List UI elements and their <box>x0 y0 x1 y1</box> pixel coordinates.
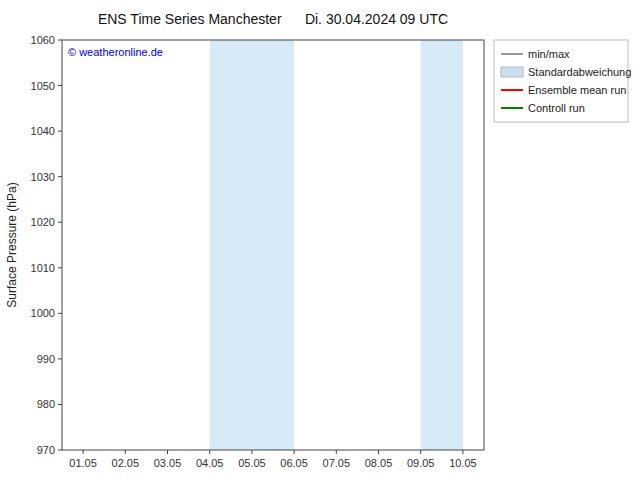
y-tick-label: 1030 <box>31 171 55 183</box>
chart: 970 980 990 1000 1010 1020 1030 1040 1050 1060 01.… <box>0 0 634 490</box>
y-tick-label: 1020 <box>31 216 55 228</box>
x-tick-label: 06.05 <box>280 457 308 469</box>
x-tick-label: 02.05 <box>112 457 140 469</box>
x-tick-label: 01.05 <box>69 457 97 469</box>
y-tick <box>58 85 62 86</box>
legend-swatch <box>501 89 523 91</box>
y-tick <box>58 267 62 268</box>
annotation: © weatheronline.de <box>68 46 163 58</box>
x-tick <box>209 450 210 454</box>
plot-area <box>210 40 463 450</box>
x-tick-label: 10.05 <box>449 457 477 469</box>
y-axis-label: Surface Pressure (hPa) <box>5 182 19 307</box>
legend-swatch <box>501 53 523 55</box>
y-tick-label: 1040 <box>31 125 55 137</box>
plot-background <box>62 40 484 450</box>
y-tick <box>58 176 62 177</box>
y-tick-label: 1010 <box>31 262 55 274</box>
legend-label: min/max <box>528 48 570 60</box>
legend-label: Standardabweichung <box>528 66 631 78</box>
legend-label: Ensemble mean run <box>528 84 626 96</box>
x-tick <box>167 450 168 454</box>
x-tick <box>378 450 379 454</box>
y-tick-label: 1000 <box>31 307 55 319</box>
y-tick-label: 980 <box>37 398 55 410</box>
y-tick <box>58 131 62 132</box>
y-tick <box>58 222 62 223</box>
shaded-band <box>421 40 463 450</box>
legend: min/max Standardabweichung Ensemble mean r… <box>494 40 631 122</box>
x-tick <box>125 450 126 454</box>
legend-swatch <box>501 67 523 77</box>
x-tick <box>251 450 252 454</box>
y-tick-label: 1060 <box>31 34 55 46</box>
x-tick <box>462 450 463 454</box>
y-tick <box>58 358 62 359</box>
x-tick <box>294 450 295 454</box>
x-tick <box>83 450 84 454</box>
legend-frame <box>494 40 628 122</box>
x-tick <box>420 450 421 454</box>
x-tick-label: 03.05 <box>154 457 182 469</box>
x-tick-label: 09.05 <box>407 457 435 469</box>
y-tick-label: 1050 <box>31 80 55 92</box>
y-tick <box>58 404 62 405</box>
y-tick-label: 990 <box>37 353 55 365</box>
x-tick <box>336 450 337 454</box>
y-tick-label: 970 <box>37 444 55 456</box>
x-tick-label: 04.05 <box>196 457 224 469</box>
x-tick-label: 07.05 <box>323 457 351 469</box>
x-tick-label: 08.05 <box>365 457 393 469</box>
x-tick-label: 05.05 <box>238 457 266 469</box>
plot-frame <box>62 40 484 450</box>
legend-swatch <box>501 107 523 109</box>
y-tick <box>58 313 62 314</box>
y-tick <box>58 450 62 451</box>
y-tick <box>58 40 62 41</box>
title: ENS Time Series Manchester Di. 30.04.202… <box>98 11 448 27</box>
shaded-band <box>210 40 294 450</box>
legend-label: Controll run <box>528 102 585 114</box>
